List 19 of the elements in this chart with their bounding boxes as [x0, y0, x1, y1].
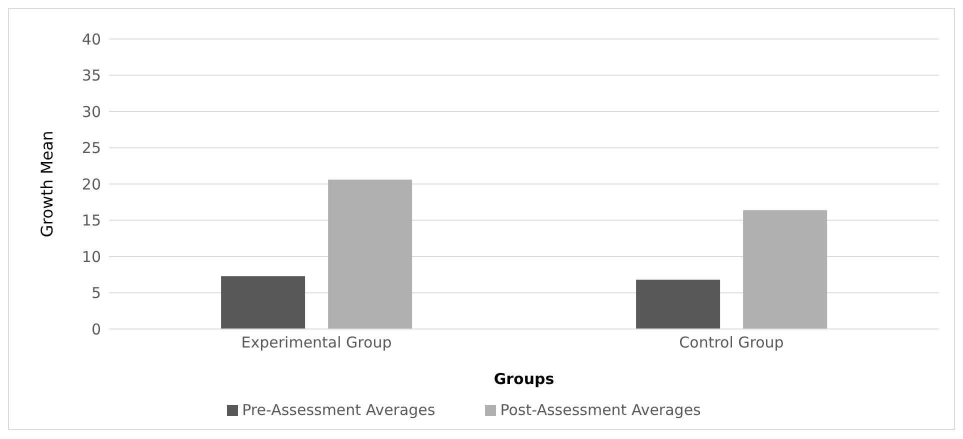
legend-label: Post-Assessment Averages: [500, 401, 701, 419]
legend-label: Pre-Assessment Averages: [242, 401, 436, 419]
y-axis-title: Growth Mean: [38, 130, 57, 238]
y-tick-label: 0: [91, 320, 101, 338]
y-tick-label: 15: [82, 212, 101, 230]
y-tick-label: 25: [82, 139, 101, 158]
bar: [636, 280, 720, 329]
bar: [221, 276, 306, 329]
y-tick-label: 35: [82, 66, 101, 85]
x-tick-label: Experimental Group: [241, 334, 392, 352]
y-tick-label: 5: [91, 284, 101, 302]
x-axis-title: Groups: [494, 370, 554, 388]
bar: [743, 210, 828, 329]
y-tick-label: 20: [82, 175, 101, 194]
y-tick-label: 30: [82, 102, 101, 121]
x-tick-label: Control Group: [679, 334, 784, 352]
y-tick-label: 10: [82, 248, 101, 266]
bar: [328, 180, 412, 329]
y-tick-label: 40: [82, 30, 101, 48]
